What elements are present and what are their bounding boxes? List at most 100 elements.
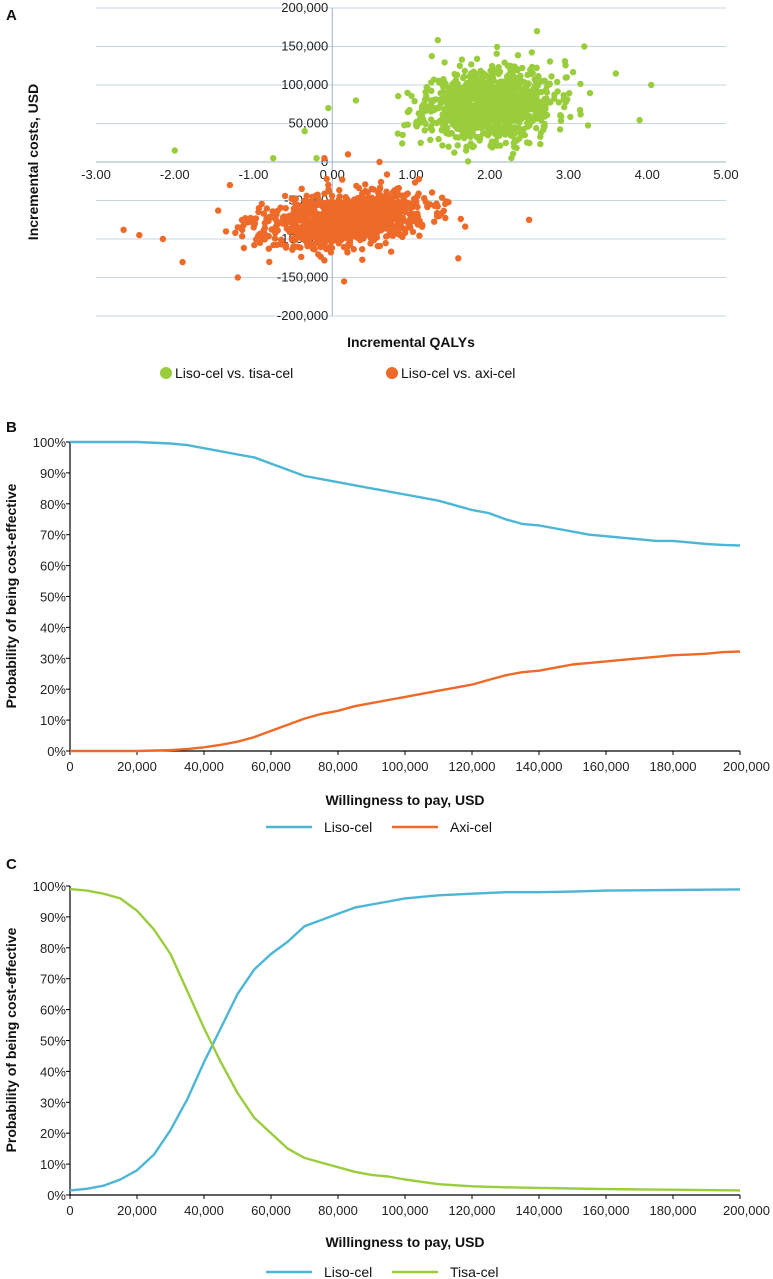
scatter-series-axi bbox=[120, 151, 533, 285]
line-chart-b: 0% 10% 20% 30% 40% 50% 60% 70% 80% 90% 100% 0 20,000… bbox=[33, 435, 770, 774]
scatter-point bbox=[567, 113, 574, 121]
scatter-point bbox=[226, 181, 234, 189]
x-tick-label: 80,000 bbox=[318, 759, 358, 774]
scatter-point bbox=[502, 131, 509, 138]
scatter-point bbox=[581, 43, 588, 50]
scatter-point bbox=[339, 176, 346, 183]
y-tick-label: 70% bbox=[40, 528, 66, 543]
scatter-point bbox=[519, 64, 526, 72]
scatter-point bbox=[258, 200, 265, 208]
scatter-point bbox=[330, 216, 337, 223]
scatter-point bbox=[421, 127, 428, 134]
scatter-point bbox=[479, 130, 487, 137]
x-axis-title-c: Willingness to pay, USD bbox=[325, 1234, 484, 1250]
y-tick-label: 40% bbox=[40, 620, 66, 635]
scatter-point bbox=[541, 120, 548, 128]
scatter-point bbox=[409, 216, 416, 223]
y-axis-title-a: Incremental costs, USD bbox=[25, 84, 41, 240]
scatter-point bbox=[463, 143, 470, 150]
scatter-point bbox=[478, 84, 485, 92]
scatter-point bbox=[222, 228, 230, 235]
scatter-point bbox=[551, 95, 558, 102]
y-tick-label: 0% bbox=[47, 1188, 66, 1203]
scatter-point bbox=[555, 99, 562, 106]
scatter-point bbox=[523, 139, 531, 146]
scatter-point bbox=[453, 118, 460, 125]
scatter-point bbox=[342, 194, 349, 201]
scatter-point bbox=[360, 215, 367, 222]
legend-label: Liso-cel bbox=[324, 819, 372, 835]
scatter-point bbox=[261, 230, 268, 237]
scatter-point bbox=[395, 92, 402, 100]
scatter-point bbox=[251, 241, 258, 249]
scatter-point bbox=[291, 200, 299, 207]
scatter-point bbox=[458, 56, 466, 63]
scatter-point bbox=[452, 134, 460, 141]
scatter-point bbox=[349, 200, 356, 207]
scatter-point bbox=[352, 97, 360, 104]
scatter-point bbox=[373, 213, 380, 220]
scatter-point bbox=[301, 128, 308, 135]
scatter-point bbox=[368, 185, 375, 192]
y-tick-label: -200,000 bbox=[277, 308, 328, 323]
scatter-point bbox=[437, 89, 444, 97]
scatter-point bbox=[525, 216, 533, 223]
scatter-point bbox=[529, 105, 536, 112]
panel-label-c: C bbox=[6, 856, 17, 873]
scatter-point bbox=[462, 124, 470, 132]
y-tick-label: 80% bbox=[40, 497, 66, 512]
scatter-point bbox=[469, 75, 476, 82]
scatter-point bbox=[317, 228, 324, 235]
scatter-point bbox=[493, 50, 500, 57]
y-tick-label: 100% bbox=[33, 435, 67, 450]
scatter-point bbox=[291, 236, 299, 244]
scatter-point bbox=[282, 205, 289, 212]
scatter-point bbox=[238, 216, 246, 224]
scatter-point bbox=[266, 213, 273, 220]
scatter-point bbox=[501, 78, 509, 85]
scatter-point bbox=[336, 186, 343, 194]
scatter-point bbox=[437, 100, 445, 107]
series-line-liso-cel bbox=[70, 440, 741, 547]
scatter-point bbox=[232, 229, 239, 236]
legend-marker bbox=[160, 367, 172, 379]
scatter-point bbox=[421, 195, 428, 202]
scatter-point bbox=[342, 216, 349, 224]
scatter-point bbox=[548, 73, 555, 80]
scatter-point bbox=[454, 142, 461, 149]
x-tick-label: 100,000 bbox=[382, 1203, 429, 1218]
scatter-point bbox=[239, 233, 246, 240]
x-tick-label: -2.00 bbox=[160, 167, 190, 182]
scatter-point bbox=[418, 223, 426, 230]
legend-marker bbox=[386, 367, 398, 379]
scatter-point bbox=[394, 188, 401, 196]
scatter-point bbox=[321, 257, 328, 264]
scatter-point bbox=[265, 245, 272, 252]
scatter-point bbox=[636, 116, 643, 124]
scatter-point bbox=[541, 96, 548, 103]
scatter-point bbox=[492, 68, 499, 76]
scatter-point bbox=[493, 122, 500, 130]
scatter-point bbox=[290, 243, 297, 250]
y-tick-label: 20% bbox=[40, 1126, 66, 1141]
x-tick-label: -3.00 bbox=[81, 167, 111, 182]
scatter-point bbox=[359, 189, 366, 197]
scatter-point bbox=[479, 112, 486, 119]
y-tick-label: 30% bbox=[40, 1095, 66, 1110]
scatter-point bbox=[389, 194, 396, 201]
scatter-point bbox=[281, 192, 289, 200]
scatter-point bbox=[340, 278, 348, 285]
scatter-point bbox=[477, 93, 485, 100]
scatter-point bbox=[431, 218, 438, 225]
scatter-point bbox=[399, 140, 406, 147]
scatter-point bbox=[313, 236, 320, 243]
scatter-point bbox=[516, 135, 523, 142]
scatter-point bbox=[321, 190, 328, 197]
scatter-point bbox=[485, 102, 492, 109]
scatter-point bbox=[508, 77, 515, 85]
x-tick-label: 160,000 bbox=[583, 759, 630, 774]
scatter-point bbox=[473, 55, 481, 62]
scatter-point bbox=[503, 86, 510, 94]
y-tick-label: 50,000 bbox=[288, 116, 328, 131]
scatter-point bbox=[489, 144, 496, 151]
